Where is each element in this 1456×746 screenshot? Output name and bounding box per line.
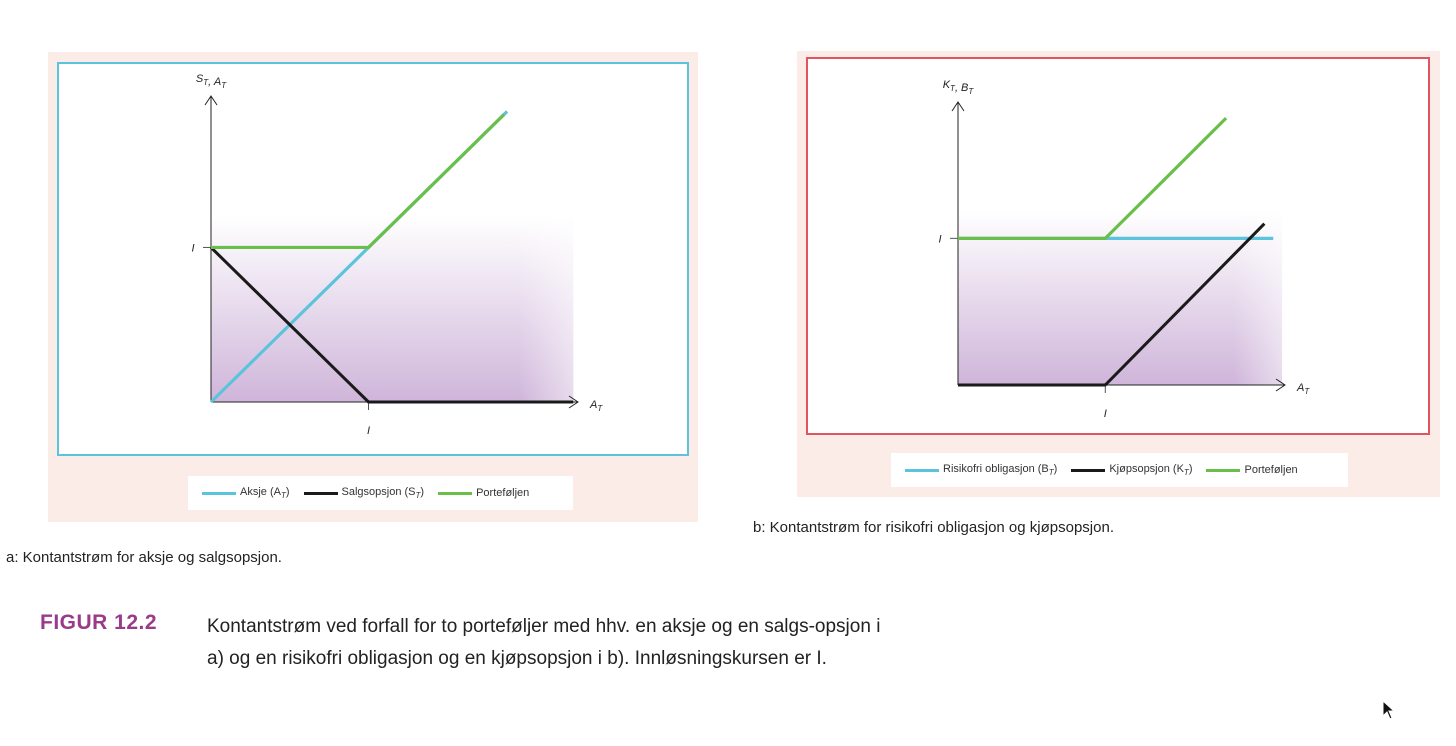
legend-a: Aksje (AT) Salgsopsjon (ST) Porteføljen — [188, 476, 573, 510]
y-axis-label: KT, BT — [943, 79, 975, 96]
legend-label: Risikofri obligasjon (BT) — [943, 462, 1058, 478]
legend-label: Porteføljen — [476, 487, 530, 499]
x-axis-arrow-icon — [568, 395, 579, 409]
legend-item: Porteføljen — [1206, 464, 1298, 476]
legend-item: Risikofri obligasjon (BT) — [905, 463, 1057, 477]
x-axis-arrow-icon — [1275, 378, 1286, 392]
series-line-3 — [958, 116, 1228, 240]
y-axis-label: ST, AT — [196, 73, 227, 90]
caption-a: a: Kontantstrøm for aksje og salgsopsjon… — [6, 549, 282, 566]
series-line-2 — [958, 222, 1266, 387]
y-tick-label: I — [191, 242, 194, 254]
legend-label: Salgsopsjon (ST) — [341, 485, 425, 501]
x-tick-label: I — [367, 425, 370, 437]
legend-item: Porteføljen — [438, 487, 529, 499]
x-tick-label: I — [1104, 408, 1107, 420]
legend-swatch — [202, 491, 236, 495]
legend-b: Risikofri obligasjon (BT) Kjøpsopsjon (KT… — [891, 453, 1348, 487]
legend-label: Porteføljen — [1244, 464, 1298, 476]
legend-item: Kjøpsopsjon (KT) — [1071, 463, 1192, 477]
y-tick-label: I — [938, 233, 941, 245]
series-line-2 — [209, 246, 574, 404]
chart-b: I I AT KT, BT — [938, 79, 1310, 420]
legend-swatch — [1206, 468, 1241, 472]
series-line-3 — [211, 113, 506, 250]
mouse-cursor-icon — [1382, 700, 1396, 720]
legend-label: Aksje (AT) — [240, 485, 290, 501]
chart-a: I I AT ST, AT — [191, 73, 603, 437]
shaded-area-fade — [211, 216, 574, 402]
caption-b: b: Kontantstrøm for risikofri obligasjon… — [753, 519, 1114, 536]
shaded-area-fade — [958, 210, 1283, 385]
legend-item: Salgsopsjon (ST) — [303, 485, 425, 501]
legend-swatch — [905, 468, 939, 472]
legend-swatch — [438, 491, 473, 495]
legend-swatch — [1071, 468, 1106, 472]
x-axis-label: AT — [1296, 382, 1310, 396]
legend-label: Kjøpsopsjon (KT) — [1109, 462, 1193, 478]
x-axis-label: AT — [589, 399, 603, 413]
legend-swatch — [303, 491, 338, 495]
y-axis-arrow-icon — [951, 101, 965, 112]
legend-item: Aksje (AT) — [202, 486, 290, 500]
figure-label: FIGUR 12.2 — [40, 611, 158, 634]
y-axis-arrow-icon — [204, 95, 218, 106]
figure-caption: Kontantstrøm ved forfall for to porteføl… — [207, 616, 881, 669]
